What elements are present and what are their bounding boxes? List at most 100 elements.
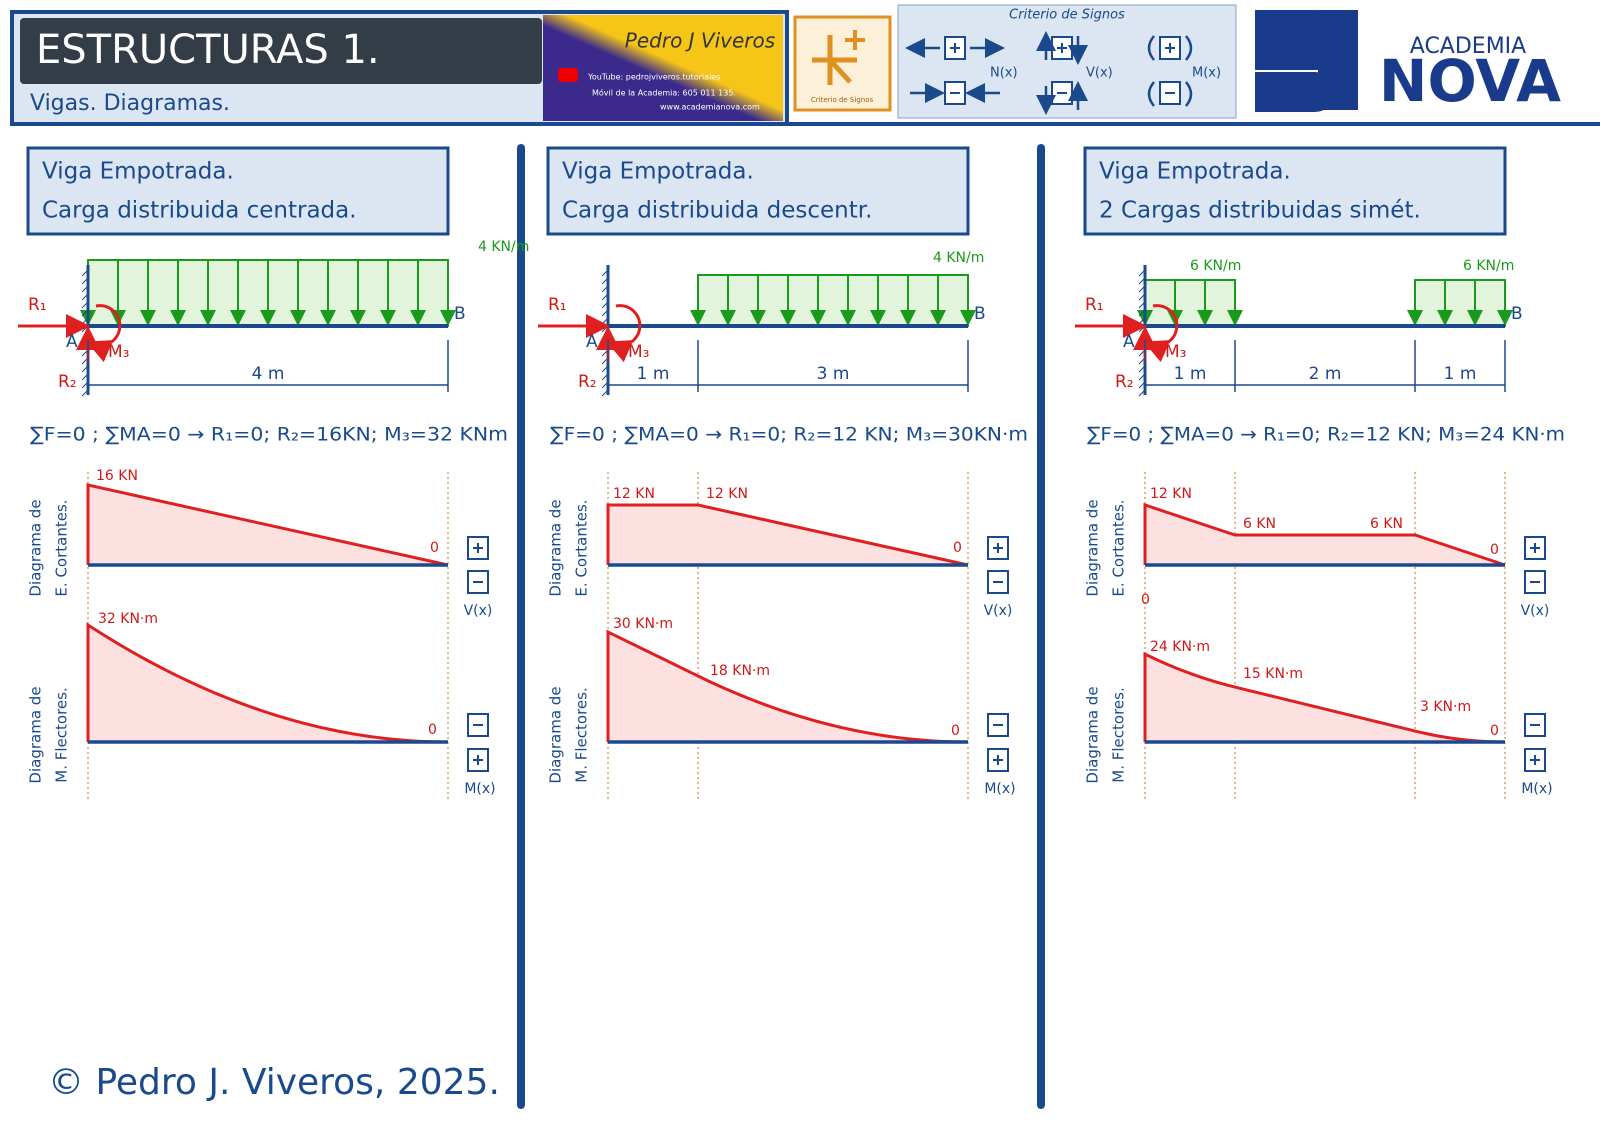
panel-title: 2 Cargas distribuidas simét. <box>1099 198 1421 224</box>
sign-symbol <box>993 755 1003 765</box>
load-label: 6 KN/m <box>1190 258 1241 274</box>
m-label: M(x) <box>464 781 495 797</box>
sign-label: V(x) <box>1086 66 1113 81</box>
support-label: R₂ <box>578 372 597 392</box>
wall-hatch <box>1138 365 1146 373</box>
wall-hatch <box>601 293 609 301</box>
dimension-label: 2 m <box>1309 364 1342 384</box>
wall-hatch <box>81 277 89 285</box>
sign-symbol <box>993 543 1003 553</box>
sign-arc <box>1185 35 1193 61</box>
dimension-label: 1 m <box>1444 364 1477 384</box>
author: Pedro J Viveros <box>625 29 775 53</box>
support-label: R₂ <box>1115 372 1134 392</box>
wall-hatch <box>1138 293 1146 301</box>
shear-value: 16 KN <box>96 468 138 484</box>
load-label: 6 KN/m <box>1463 258 1514 274</box>
v-label: V(x) <box>1521 603 1550 619</box>
sign-icon <box>812 35 857 85</box>
panel-title-box <box>26 146 450 236</box>
wall-hatch <box>601 269 609 277</box>
reaction-moment <box>606 304 642 363</box>
wall-hatch <box>601 301 609 309</box>
wall-hatch <box>1138 301 1146 309</box>
support-label: R₁ <box>548 295 567 315</box>
diagram-label: M. Flectores. <box>573 687 591 782</box>
panel-title: Viga Empotrada. <box>1099 159 1291 185</box>
wall-hatch <box>81 293 89 301</box>
wall-hatch <box>1138 389 1146 397</box>
sign-arc <box>1185 81 1193 107</box>
m-label: M(x) <box>984 781 1015 797</box>
equilibrium-equation: ∑F=0 ; ∑MA=0 → R₁=0; R₂=12 KN; M₃=24 KN·… <box>1087 424 1565 446</box>
wall-hatch <box>1138 381 1146 389</box>
sign-symbol <box>1165 43 1175 53</box>
sign-label: N(x) <box>990 66 1018 81</box>
support-label: B <box>454 304 466 324</box>
academy-logo <box>1255 10 1358 112</box>
v-label: V(x) <box>984 603 1013 619</box>
shear-value: 0 <box>430 540 439 556</box>
panel-title-box <box>546 146 970 236</box>
moment-value: 15 KN·m <box>1243 666 1303 682</box>
author-box <box>543 15 783 121</box>
diagram-label: E. Cortantes. <box>53 499 71 596</box>
support-label: R₁ <box>1085 295 1104 315</box>
moment-value: 3 KN·m <box>1420 699 1471 715</box>
youtube: YouTube: pedrojviveros.tutoriales <box>587 73 720 82</box>
shear-value: 12 KN <box>613 486 655 502</box>
panel: Viga Empotrada. Carga distribuida centrad… <box>18 146 529 802</box>
panel-title-box <box>1083 146 1507 236</box>
diagram-label: Diagrama de <box>1084 499 1102 596</box>
sign-icon-box <box>793 15 892 112</box>
web: www.academianova.com <box>660 103 760 112</box>
support-label: R₁ <box>28 295 47 315</box>
support-label: M₃ <box>108 342 129 362</box>
v-label: V(x) <box>464 603 493 619</box>
diagram-label: Diagrama de <box>547 686 565 783</box>
sign-label: M(x) <box>1192 66 1221 81</box>
moment-value: 0 <box>428 722 437 738</box>
title-box <box>20 18 542 84</box>
support-label: A <box>1123 332 1135 352</box>
moment-value: 0 <box>1490 723 1499 739</box>
wall-hatch <box>1138 373 1146 381</box>
diagram-label: Diagrama de <box>547 499 565 596</box>
moment-line <box>86 622 449 744</box>
support-label: B <box>1511 304 1523 324</box>
moment-value: 24 KN·m <box>1150 639 1210 655</box>
moment-line <box>606 629 969 744</box>
shear-area <box>608 505 968 565</box>
shear-value: 6 KN <box>1370 516 1403 532</box>
diagram-label: Diagrama de <box>1084 686 1102 783</box>
diagram-label: E. Cortantes. <box>1110 499 1128 596</box>
subtitle: Vigas. Diagramas. <box>30 91 230 116</box>
wall-hatch <box>601 365 609 373</box>
reaction-moment <box>1143 304 1179 363</box>
sign-symbol <box>1530 755 1540 765</box>
distributed-load <box>697 274 969 327</box>
shear-value: 6 KN <box>1243 516 1276 532</box>
diagram-label: E. Cortantes. <box>573 499 591 596</box>
dimension-label: 4 m <box>252 364 285 384</box>
shear-value: 12 KN <box>1150 486 1192 502</box>
m-label: M(x) <box>1521 781 1552 797</box>
wall-hatch <box>81 381 89 389</box>
dimension-label: 1 m <box>637 364 670 384</box>
wall-hatch <box>81 373 89 381</box>
wall-hatch <box>601 381 609 389</box>
diagram-label: Diagrama de <box>27 499 45 596</box>
distributed-load <box>1414 279 1506 327</box>
equilibrium-equation: ∑F=0 ; ∑MA=0 → R₁=0; R₂=12 KN; M₃=30KN·m <box>550 424 1028 446</box>
footer: © Pedro J. Viveros, 2025. <box>48 1062 500 1103</box>
shear-value: 0 <box>1490 542 1499 558</box>
diagram-label: M. Flectores. <box>1110 687 1128 782</box>
moment-value: 30 KN·m <box>613 616 673 632</box>
support-label: A <box>586 332 598 352</box>
diagram-label: Diagrama de <box>27 686 45 783</box>
shear-value: 0 <box>1141 592 1150 608</box>
sign-icon-label: Criterio de Signos <box>811 96 874 104</box>
wall-hatch <box>601 373 609 381</box>
